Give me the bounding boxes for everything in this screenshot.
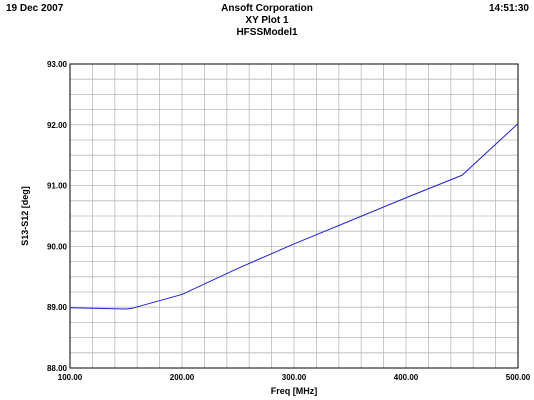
plot-title: XY Plot 1	[245, 15, 289, 26]
plot-date: 19 Dec 2007	[6, 3, 64, 14]
company-name: Ansoft Corporation	[221, 3, 313, 14]
y-tick-label: 90.00	[47, 242, 68, 251]
x-tick-label: 400.00	[394, 373, 419, 382]
y-tick-labels: 88.00 89.00 90.00 91.00 92.00 93.00	[47, 60, 68, 373]
y-axis-label: S13-S12 [deg]	[20, 186, 30, 246]
grid-lines	[70, 64, 518, 368]
x-tick-label: 500.00	[506, 373, 531, 382]
model-name: HFSSModel1	[236, 27, 298, 38]
y-tick-label: 93.00	[47, 60, 68, 69]
y-tick-label: 92.00	[47, 121, 68, 130]
plot-time: 14:51:30	[488, 3, 529, 14]
y-tick-label: 89.00	[47, 303, 68, 312]
x-tick-label: 300.00	[282, 373, 307, 382]
x-tick-label: 200.00	[170, 373, 195, 382]
y-tick-label: 91.00	[47, 182, 68, 191]
series-group	[69, 123, 519, 310]
series-line-1	[69, 123, 519, 310]
y-tick-label: 88.00	[47, 364, 68, 373]
x-axis-label: Freq [MHz]	[271, 386, 318, 396]
x-tick-labels: 100.00 200.00 300.00 400.00 500.00	[58, 373, 531, 382]
plot-frame	[69, 63, 519, 369]
x-tick-label: 100.00	[58, 373, 83, 382]
